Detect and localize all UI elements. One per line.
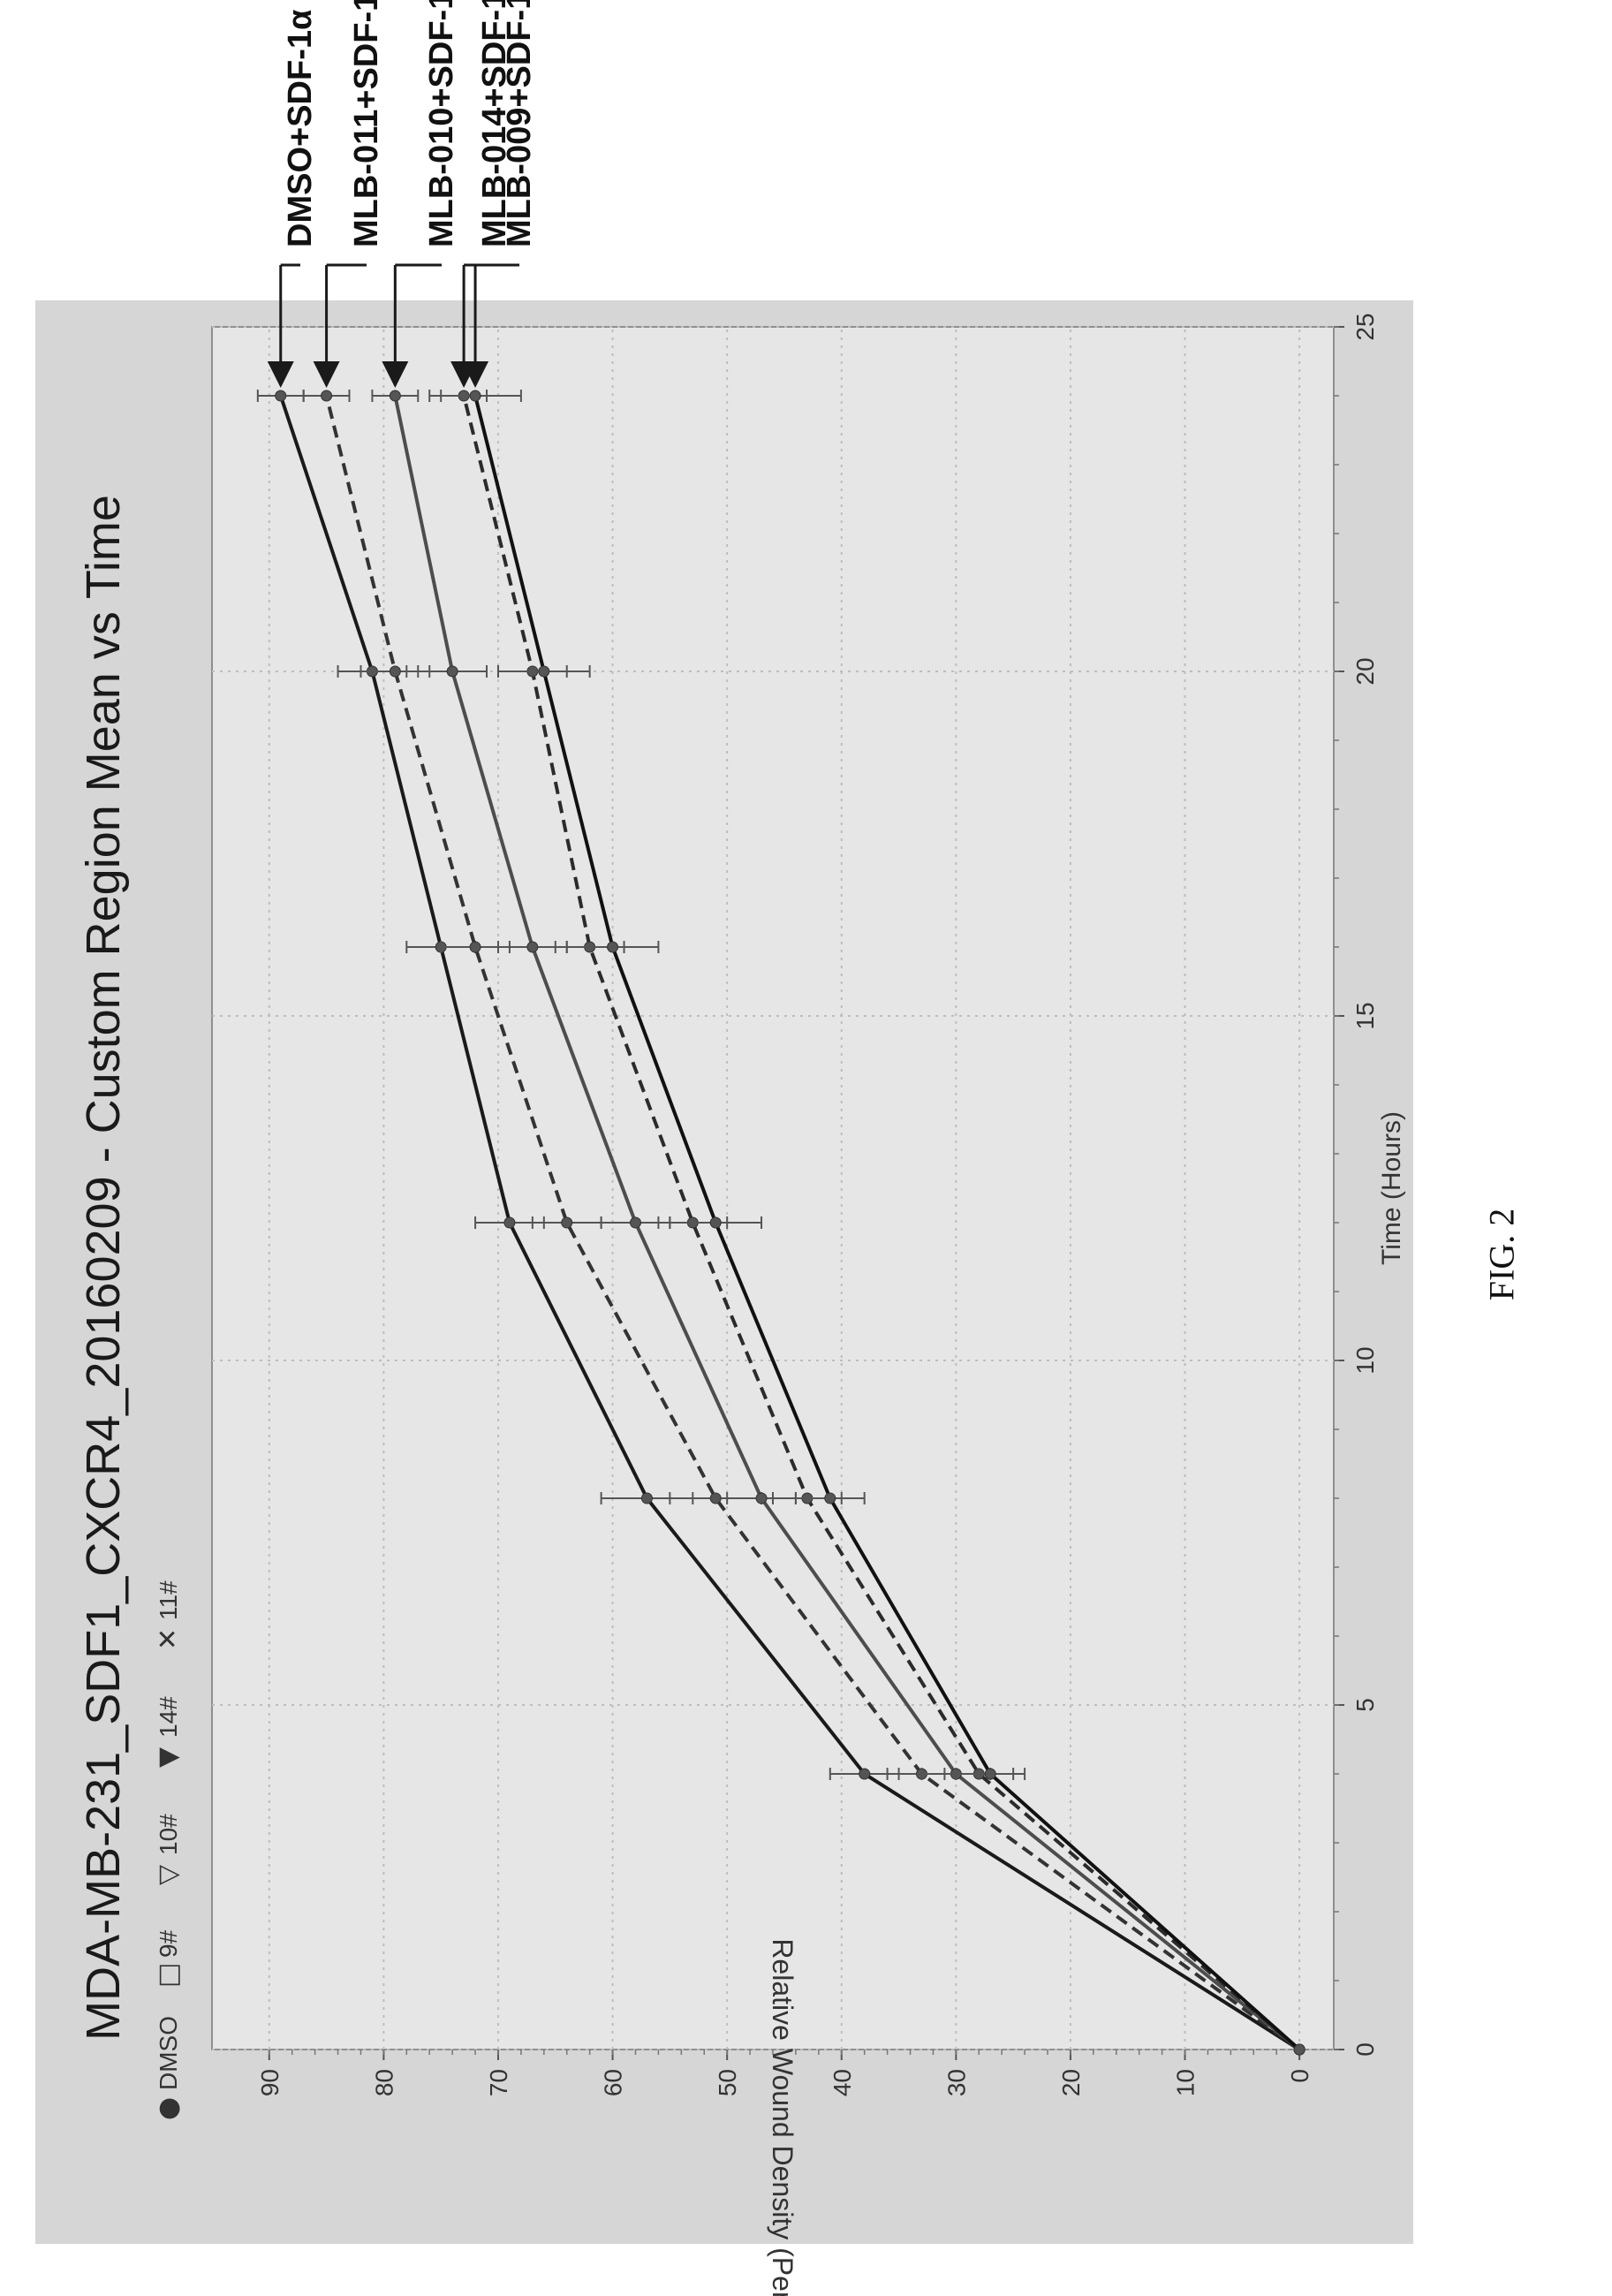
legend-label: 9# xyxy=(155,1929,182,1958)
x-tick-label: 5 xyxy=(1351,1698,1379,1712)
data-point xyxy=(824,1492,836,1504)
data-point xyxy=(321,390,333,402)
y-tick-label: 70 xyxy=(485,2069,512,2096)
data-point xyxy=(607,941,619,953)
series-annotation: MLB-014+SDF-1α xyxy=(476,0,513,247)
legend-marker: ▼ xyxy=(153,1747,184,1768)
data-point xyxy=(561,1216,573,1229)
y-tick-label: 0 xyxy=(1286,2069,1313,2083)
x-tick-label: 20 xyxy=(1351,657,1379,685)
y-tick-label: 50 xyxy=(714,2069,741,2096)
y-tick-label: 10 xyxy=(1172,2069,1200,2096)
data-point xyxy=(709,1216,722,1229)
data-point xyxy=(389,390,401,402)
data-point xyxy=(469,390,481,402)
series-annotations: DMSO+SDF-1α MLB-011+SDF-1α MLB-010+SDF-1α M… xyxy=(267,0,538,388)
chart-title: MDA-MB-231_SDF1_CXCR4_20160209 - Custom … xyxy=(77,495,130,2041)
data-point xyxy=(446,665,458,678)
data-point xyxy=(709,1492,722,1504)
legend-marker: □ xyxy=(153,1963,184,1988)
data-point xyxy=(755,1492,768,1504)
series-annotation: DMSO+SDF-1α xyxy=(282,10,319,247)
grid-lines xyxy=(212,326,1334,2050)
series-group xyxy=(256,390,1305,2056)
chart-rotated-group: MDA-MB-231_SDF1_CXCR4_20160209 - Custom … xyxy=(35,0,1413,2296)
data-point xyxy=(389,665,401,678)
y-axis-label: Relative Wound Density (Percent) xyxy=(767,1938,798,2296)
data-point xyxy=(469,941,481,953)
chart-legend: ● DMSO □ 9# ▽ 10# ▼ 14# ✕ 11# xyxy=(153,1580,184,2120)
figure-label: FIG. 2 xyxy=(1481,1208,1522,1301)
data-point xyxy=(629,1216,641,1229)
series-annotation: MLB-011+SDF-1α xyxy=(348,0,385,247)
data-point xyxy=(984,1768,996,1780)
legend-marker: ▽ xyxy=(153,1865,184,1885)
data-point xyxy=(1293,2043,1305,2056)
legend-label: 10# xyxy=(155,1814,182,1855)
data-point xyxy=(538,665,550,678)
data-point xyxy=(503,1216,516,1229)
x-tick-label: 25 xyxy=(1351,313,1379,340)
legend-label: 11# xyxy=(155,1580,182,1620)
legend-marker: ● xyxy=(153,2097,184,2120)
data-point xyxy=(640,1492,653,1504)
data-point xyxy=(275,390,287,402)
legend-label: 14# xyxy=(155,1696,182,1738)
legend-label: DMSO xyxy=(155,2016,182,2090)
y-tick-label: 30 xyxy=(942,2069,970,2096)
y-tick-label: 80 xyxy=(370,2069,397,2096)
y-tick-label: 90 xyxy=(256,2069,284,2096)
axes: 0 5 10 15 20 25 0 10 20 30 40 50 60 70 80 90 xyxy=(256,313,1379,2096)
data-point xyxy=(526,941,539,953)
x-tick-label: 0 xyxy=(1351,2042,1379,2057)
y-tick-label: 60 xyxy=(600,2069,627,2096)
plot-area xyxy=(211,326,1335,2050)
series-annotation: MLB-009+SDF-1α xyxy=(501,0,538,247)
y-tick-label: 40 xyxy=(829,2069,856,2096)
x-axis-label: Time (Hours) xyxy=(1377,1111,1406,1265)
x-tick-label: 10 xyxy=(1351,1346,1379,1374)
series-annotation: MLB-010+SDF-1α xyxy=(423,0,460,247)
data-point xyxy=(859,1768,871,1780)
y-tick-label: 20 xyxy=(1057,2069,1085,2096)
legend-marker: ✕ xyxy=(153,1628,184,1650)
x-tick-label: 15 xyxy=(1351,1002,1379,1029)
